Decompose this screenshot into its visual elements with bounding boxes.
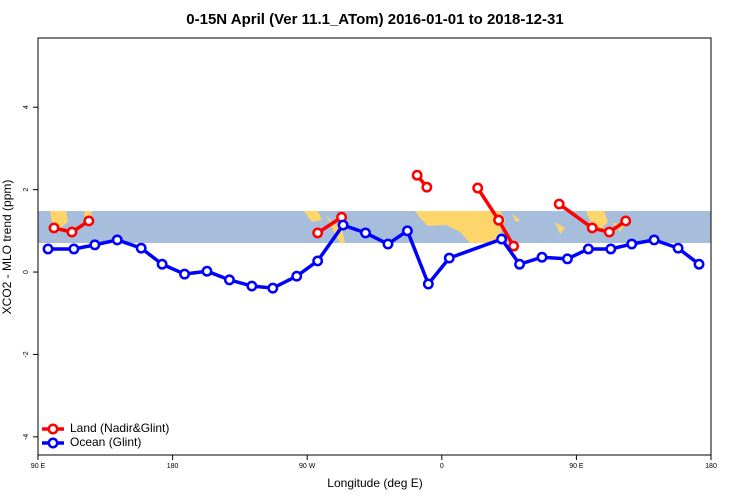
data-point	[111, 234, 123, 246]
y-tick-label: 4	[23, 105, 30, 109]
data-point	[267, 282, 279, 294]
data-point	[201, 265, 213, 277]
data-point	[312, 227, 324, 239]
data-point	[48, 222, 60, 234]
data-point	[360, 227, 371, 239]
data-point	[443, 252, 455, 264]
data-point	[246, 280, 258, 292]
legend-marker	[47, 423, 59, 435]
data-point	[472, 182, 484, 194]
data-point	[89, 239, 101, 251]
y-tick-label: 0	[23, 270, 30, 274]
data-point	[223, 274, 235, 286]
x-tick-label: 90 W	[299, 463, 316, 470]
x-tick-label: 0	[440, 463, 444, 470]
data-point	[514, 258, 526, 270]
data-point	[422, 278, 434, 290]
x-tick-label: 180	[705, 463, 717, 470]
data-point	[135, 242, 147, 254]
series-line	[558, 202, 627, 234]
x-tick-label: 180	[167, 463, 179, 470]
data-point	[672, 242, 684, 254]
data-point	[603, 226, 615, 238]
data-point	[536, 251, 548, 263]
data-point	[553, 198, 565, 210]
data-point	[693, 258, 705, 270]
data-point	[605, 243, 617, 255]
data-point	[83, 215, 95, 227]
y-axis-label: XCO2 - MLO trend (ppm)	[0, 180, 14, 315]
data-point	[586, 222, 598, 234]
y-tick-label: 2	[23, 188, 30, 192]
x-axis-label: Longitude (deg E)	[327, 476, 422, 490]
y-tick-label: -4	[23, 434, 30, 440]
data-point	[508, 240, 520, 252]
data-point	[561, 253, 573, 265]
x-tick-label: 90 E	[569, 463, 584, 470]
data-point	[156, 258, 168, 270]
data-point	[421, 181, 433, 193]
data-point	[68, 243, 80, 255]
data-point	[291, 270, 303, 282]
data-point	[496, 233, 508, 245]
data-point	[382, 238, 394, 250]
legend-label: Ocean (Glint)	[70, 435, 141, 449]
x-tick-label: 90 E	[31, 463, 46, 470]
legend-label: Land (Nadir&Glint)	[70, 421, 169, 435]
data-point	[401, 225, 413, 237]
data-point	[626, 238, 638, 250]
data-point	[493, 214, 505, 226]
data-point	[42, 243, 54, 255]
data-point	[312, 255, 324, 267]
y-tick-label: -2	[23, 351, 30, 357]
legend-marker	[47, 437, 59, 449]
data-point	[620, 215, 632, 227]
data-point	[411, 169, 423, 181]
data-point	[648, 234, 660, 246]
data-point	[179, 268, 191, 280]
data-point	[337, 219, 349, 231]
plot-frame	[37, 37, 712, 456]
data-point	[582, 243, 594, 255]
data-point	[66, 226, 78, 238]
chart-title: 0-15N April (Ver 11.1_ATom) 2016-01-01 t…	[186, 11, 563, 28]
